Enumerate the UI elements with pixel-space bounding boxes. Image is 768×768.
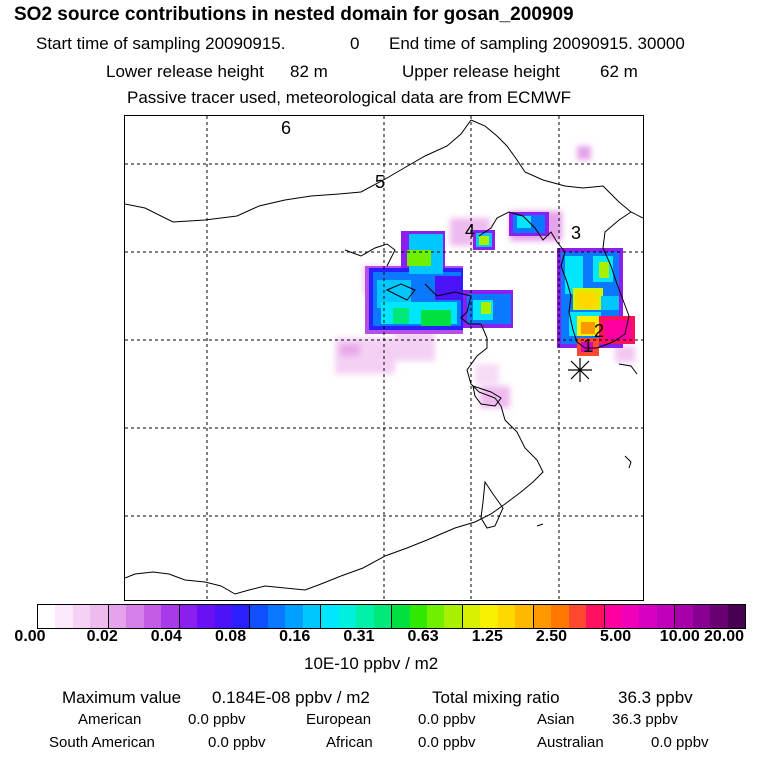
color-scale-tick-label: 5.00 bbox=[600, 628, 632, 645]
color-scale-tick-label: 2.50 bbox=[535, 628, 568, 645]
color-scale-swatch bbox=[674, 605, 693, 628]
color-scale-swatch bbox=[391, 605, 410, 628]
color-scale-swatch bbox=[178, 605, 198, 628]
color-scale-swatch bbox=[249, 605, 268, 628]
color-scale-tick-label: 0.08 bbox=[214, 628, 247, 645]
color-scale-swatch bbox=[461, 605, 481, 628]
color-scale-swatch bbox=[409, 605, 427, 628]
source-label-1: 1 bbox=[583, 336, 593, 356]
map-panel: 6 5 4 3 2 1 bbox=[124, 115, 644, 601]
tracer-note: Passive tracer used, meteorological data… bbox=[127, 88, 572, 107]
end-time-label: End time of sampling 20090915. 30000 bbox=[389, 34, 685, 53]
region-name: European bbox=[306, 711, 372, 728]
lower-release-label: Lower release height bbox=[106, 62, 264, 81]
color-scale-swatch bbox=[356, 605, 374, 628]
color-scale-swatch bbox=[143, 605, 162, 628]
upper-release-label: Upper release height bbox=[402, 62, 560, 81]
region-name: American bbox=[78, 711, 142, 728]
concentration-field bbox=[335, 146, 635, 408]
color-scale-swatch bbox=[38, 605, 56, 628]
color-scale-unit: 10E-10 ppbv / m2 bbox=[304, 654, 439, 673]
color-scale-swatch bbox=[639, 605, 657, 628]
region-name: South American bbox=[49, 734, 155, 751]
color-scale-swatch bbox=[55, 605, 73, 628]
lat-lon-grid bbox=[125, 116, 643, 600]
lower-release-value: 82 m bbox=[290, 62, 328, 81]
color-scale-swatch bbox=[267, 605, 286, 628]
region-value: 0.0 ppbv bbox=[188, 711, 246, 728]
gosan-station-star-icon bbox=[568, 358, 592, 382]
color-scale-swatch bbox=[126, 605, 144, 628]
region-name: Australian bbox=[537, 734, 604, 751]
color-scale-swatch bbox=[320, 605, 339, 628]
region-name: African bbox=[326, 734, 373, 751]
color-scale-swatch bbox=[532, 605, 552, 628]
color-scale-swatch bbox=[515, 605, 533, 628]
color-scale-tick-label: 20.00 bbox=[703, 628, 745, 645]
color-scale-swatch bbox=[373, 605, 392, 628]
color-scale-swatch bbox=[107, 605, 127, 628]
region-name: Asian bbox=[537, 711, 575, 728]
color-scale-swatch bbox=[727, 605, 746, 628]
source-label-3: 3 bbox=[571, 223, 581, 243]
color-scale-tick-label: 1.25 bbox=[471, 628, 503, 645]
source-label-2: 2 bbox=[594, 321, 604, 341]
color-scale-swatch bbox=[90, 605, 108, 628]
color-scale-swatch bbox=[214, 605, 232, 628]
source-label-5: 5 bbox=[375, 172, 385, 192]
color-scale-swatch bbox=[603, 605, 622, 628]
max-value-label: Maximum value bbox=[62, 688, 182, 707]
color-scale-swatch bbox=[302, 605, 321, 628]
color-scale-swatch bbox=[656, 605, 675, 628]
color-scale-swatch bbox=[231, 605, 250, 628]
region-value: 0.0 ppbv bbox=[418, 734, 476, 751]
color-scale-tick-label: 0.31 bbox=[343, 628, 375, 645]
total-mixing-value: 36.3 ppbv bbox=[618, 688, 693, 707]
color-scale-swatch bbox=[197, 605, 215, 628]
color-scale-tick-label: 0.16 bbox=[279, 628, 311, 645]
map-canvas: 6 5 4 3 2 1 bbox=[125, 116, 643, 600]
color-scale-swatch bbox=[72, 605, 91, 628]
region-value: 0.0 ppbv bbox=[418, 711, 476, 728]
color-scale-swatch bbox=[586, 605, 604, 628]
color-scale-bar bbox=[37, 604, 746, 629]
upper-release-value: 62 m bbox=[600, 62, 638, 81]
color-scale-swatch bbox=[497, 605, 516, 628]
max-value: 0.184E-08 ppbv / m2 bbox=[212, 688, 370, 707]
region-value: 36.3 ppbv bbox=[612, 711, 678, 728]
color-scale-tick-label: 0.02 bbox=[86, 628, 118, 645]
color-scale-tick-label: 10.00 bbox=[659, 628, 700, 645]
color-scale-swatch bbox=[551, 605, 569, 628]
color-scale-swatch bbox=[621, 605, 640, 628]
color-scale-swatch bbox=[568, 605, 587, 628]
start-time-hour: 0 bbox=[350, 34, 360, 53]
plot-title: SO2 source contributions in nested domai… bbox=[14, 4, 574, 25]
color-scale-swatch bbox=[444, 605, 462, 628]
color-scale-swatch bbox=[426, 605, 445, 628]
color-scale-tick-label: 0.00 bbox=[14, 628, 46, 645]
source-label-4: 4 bbox=[465, 221, 475, 241]
source-label-6: 6 bbox=[281, 118, 291, 138]
total-mixing-label: Total mixing ratio bbox=[432, 688, 560, 707]
color-scale-tick-label: 0.63 bbox=[407, 628, 439, 645]
start-time-label: Start time of sampling 20090915. bbox=[36, 34, 286, 53]
color-scale-swatch bbox=[480, 605, 498, 628]
color-scale-swatch bbox=[285, 605, 303, 628]
coastlines bbox=[125, 119, 643, 595]
region-value: 0.0 ppbv bbox=[651, 734, 709, 751]
color-scale-tick-label: 0.04 bbox=[150, 628, 182, 645]
color-scale-swatch bbox=[338, 605, 357, 628]
region-value: 0.0 ppbv bbox=[208, 734, 266, 751]
color-scale-swatch bbox=[710, 605, 728, 628]
color-scale-swatch bbox=[692, 605, 711, 628]
color-scale-swatch bbox=[161, 605, 179, 628]
